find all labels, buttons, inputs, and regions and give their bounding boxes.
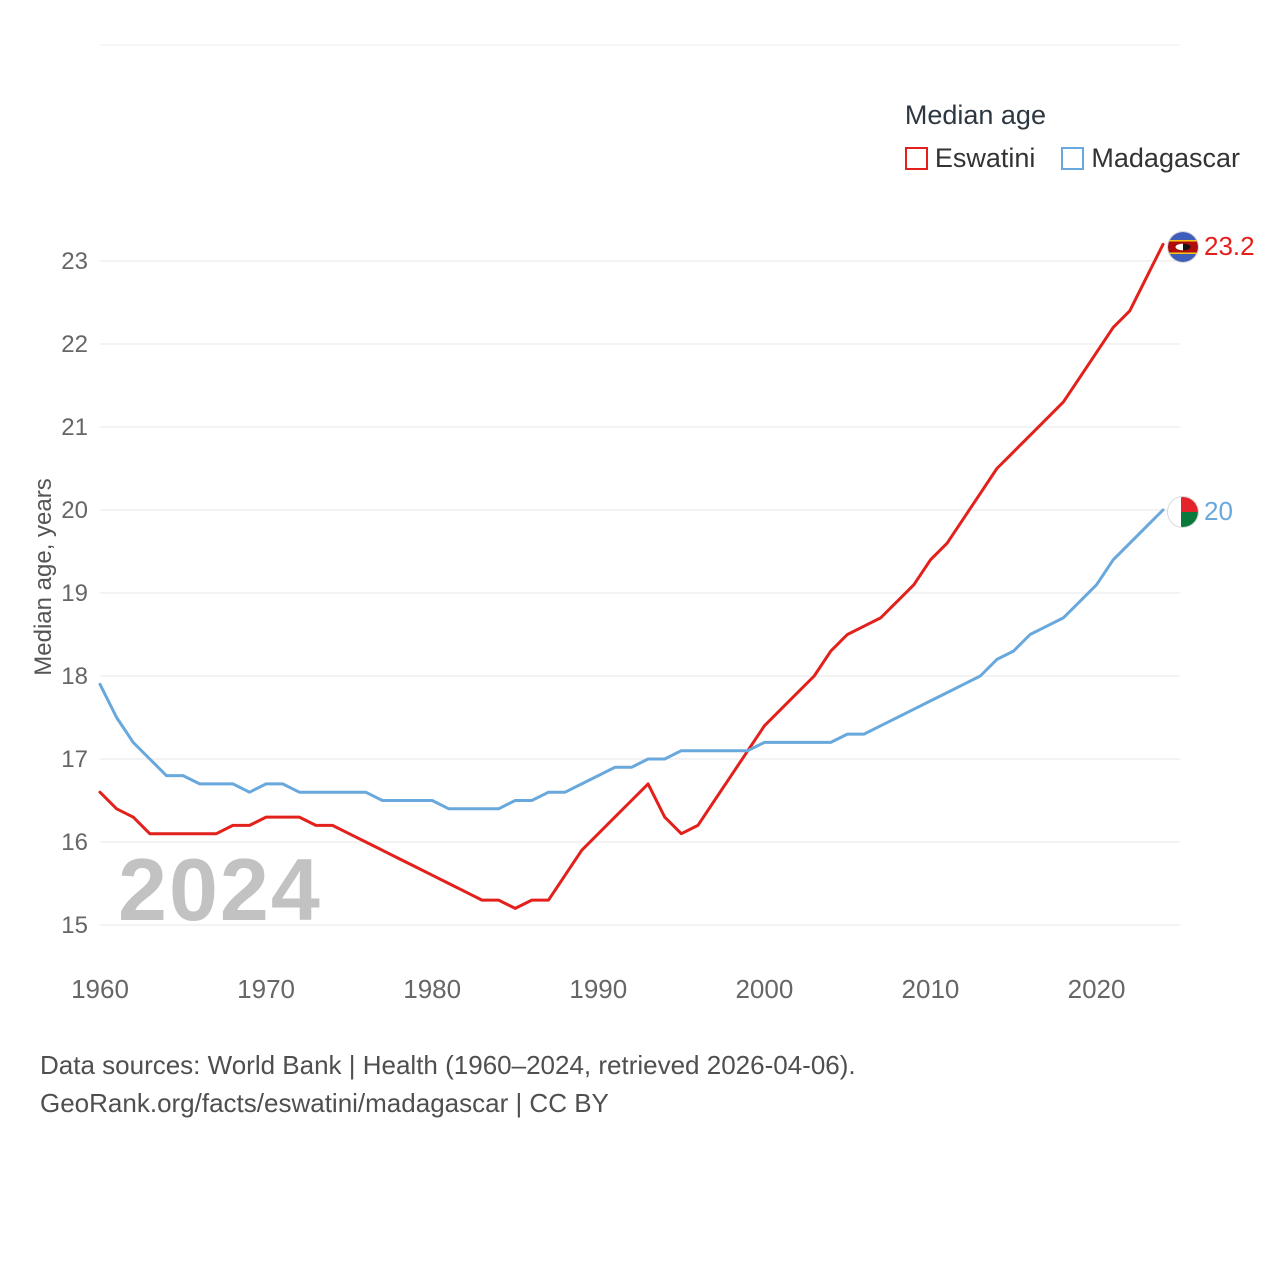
chart-footer: Data sources: World Bank | Health (1960–…	[40, 1046, 856, 1122]
madagascar-end-label: 20	[1168, 496, 1233, 527]
data-sources-text: Data sources: World Bank | Health (1960–…	[40, 1050, 856, 1080]
legend-title: Median age	[904, 100, 1046, 130]
chart-legend: Median age Eswatini Madagascar	[904, 100, 1240, 174]
y-tick-label: 18	[61, 663, 88, 690]
legend-label-madagascar: Madagascar	[1091, 143, 1240, 173]
watermark-year: 2024	[118, 840, 322, 939]
y-tick-label: 22	[61, 331, 88, 358]
madagascar-flag-icon	[1168, 496, 1198, 527]
x-tick-label: 2000	[735, 974, 793, 1004]
y-tick-label: 21	[61, 414, 88, 441]
y-tick-label: 19	[61, 580, 88, 607]
madagascar-end-value: 20	[1204, 496, 1233, 526]
legend-item-eswatini[interactable]: Eswatini	[904, 143, 1036, 174]
x-tick-label: 2010	[902, 974, 960, 1004]
madagascar-swatch-icon	[1061, 147, 1085, 170]
eswatini-line[interactable]	[98, 242, 1165, 910]
x-tick-label: 1970	[237, 974, 295, 1004]
legend-label-eswatini: Eswatini	[934, 143, 1036, 173]
eswatini-end-value: 23.2	[1204, 231, 1255, 261]
x-tick-label: 1980	[403, 974, 461, 1004]
y-tick-label: 15	[61, 912, 88, 939]
attribution-text: GeoRank.org/facts/eswatini/madagascar | …	[40, 1088, 609, 1119]
eswatini-end-label: 23.2	[1168, 231, 1255, 262]
madagascar-line[interactable]	[98, 508, 1165, 811]
legend-item-madagascar[interactable]: Madagascar	[1061, 143, 1240, 174]
y-tick-label: 20	[61, 497, 88, 524]
eswatini-swatch-icon	[904, 147, 928, 170]
legend-items: Eswatini Madagascar	[904, 143, 1240, 174]
x-tick-label: 1990	[569, 974, 627, 1004]
x-tick-label: 2020	[1068, 974, 1126, 1004]
eswatini-flag-icon	[1168, 231, 1198, 262]
y-tick-label: 17	[61, 746, 88, 773]
y-tick-label: 16	[61, 829, 88, 856]
y-tick-label: 23	[61, 248, 88, 275]
y-axis-title: Median age, years	[30, 478, 57, 676]
x-tick-label: 1960	[71, 974, 129, 1004]
